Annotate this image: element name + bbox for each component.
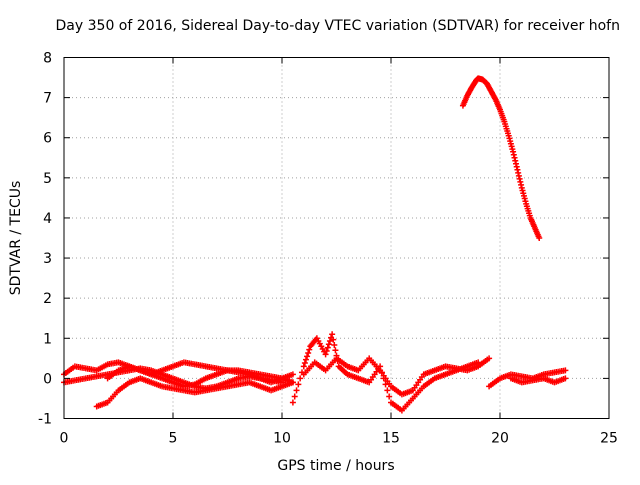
data-point	[384, 387, 391, 394]
data-point	[562, 367, 569, 374]
x-tick-label: 0	[60, 431, 69, 447]
data-series	[104, 359, 296, 386]
data-point	[324, 344, 331, 351]
y-tick-label: 1	[43, 331, 52, 347]
data-point	[302, 356, 309, 363]
chart-title: Day 350 of 2016, Sidereal Day-to-day VTE…	[56, 18, 620, 34]
data-point	[331, 341, 338, 348]
y-tick-label: 3	[43, 251, 52, 267]
data-points-layer	[61, 75, 569, 414]
data-point	[304, 353, 311, 360]
y-tick-label: 5	[43, 171, 52, 187]
data-point	[301, 360, 308, 367]
data-point	[326, 337, 333, 344]
y-tick-label: 0	[43, 371, 52, 387]
data-point	[306, 346, 313, 353]
data-point	[322, 351, 329, 358]
data-point	[330, 336, 337, 343]
y-tick-label: 8	[43, 51, 52, 67]
data-series	[459, 75, 543, 241]
y-tick-label: 4	[43, 211, 52, 227]
data-point	[486, 355, 493, 362]
data-point	[562, 375, 569, 382]
y-tick-label: -1	[38, 412, 52, 428]
y-tick-label: 6	[43, 131, 52, 147]
data-point	[289, 379, 296, 386]
data-point	[332, 347, 339, 354]
x-tick-label: 25	[600, 431, 618, 447]
x-tick-label: 20	[491, 431, 509, 447]
data-series	[507, 375, 569, 386]
data-point	[325, 341, 332, 348]
y-axis-label: SDTVAR / TECUs	[8, 181, 24, 296]
data-point	[289, 371, 296, 378]
x-tick-label: 15	[382, 431, 400, 447]
data-point	[289, 399, 296, 406]
data-point	[295, 381, 302, 388]
data-point	[291, 393, 298, 400]
data-point	[300, 363, 307, 370]
x-axis-label: GPS time / hours	[277, 458, 394, 474]
x-tick-label: 5	[169, 431, 178, 447]
data-point	[297, 375, 304, 382]
data-series	[300, 355, 493, 398]
y-tick-label: 2	[43, 291, 52, 307]
plot-frame	[63, 57, 610, 419]
data-point	[293, 387, 300, 394]
data-point	[305, 349, 312, 356]
data-point	[536, 235, 543, 241]
data-series	[93, 375, 296, 410]
x-tick-label: 10	[273, 431, 291, 447]
data-point	[329, 331, 336, 338]
y-tick-label: 7	[43, 91, 52, 107]
axes-layer: 0 5 10 15 20 25 -1 0 1 2 3 4 5 6 7 8	[38, 51, 618, 447]
data-point	[386, 393, 393, 400]
data-point	[323, 347, 330, 354]
